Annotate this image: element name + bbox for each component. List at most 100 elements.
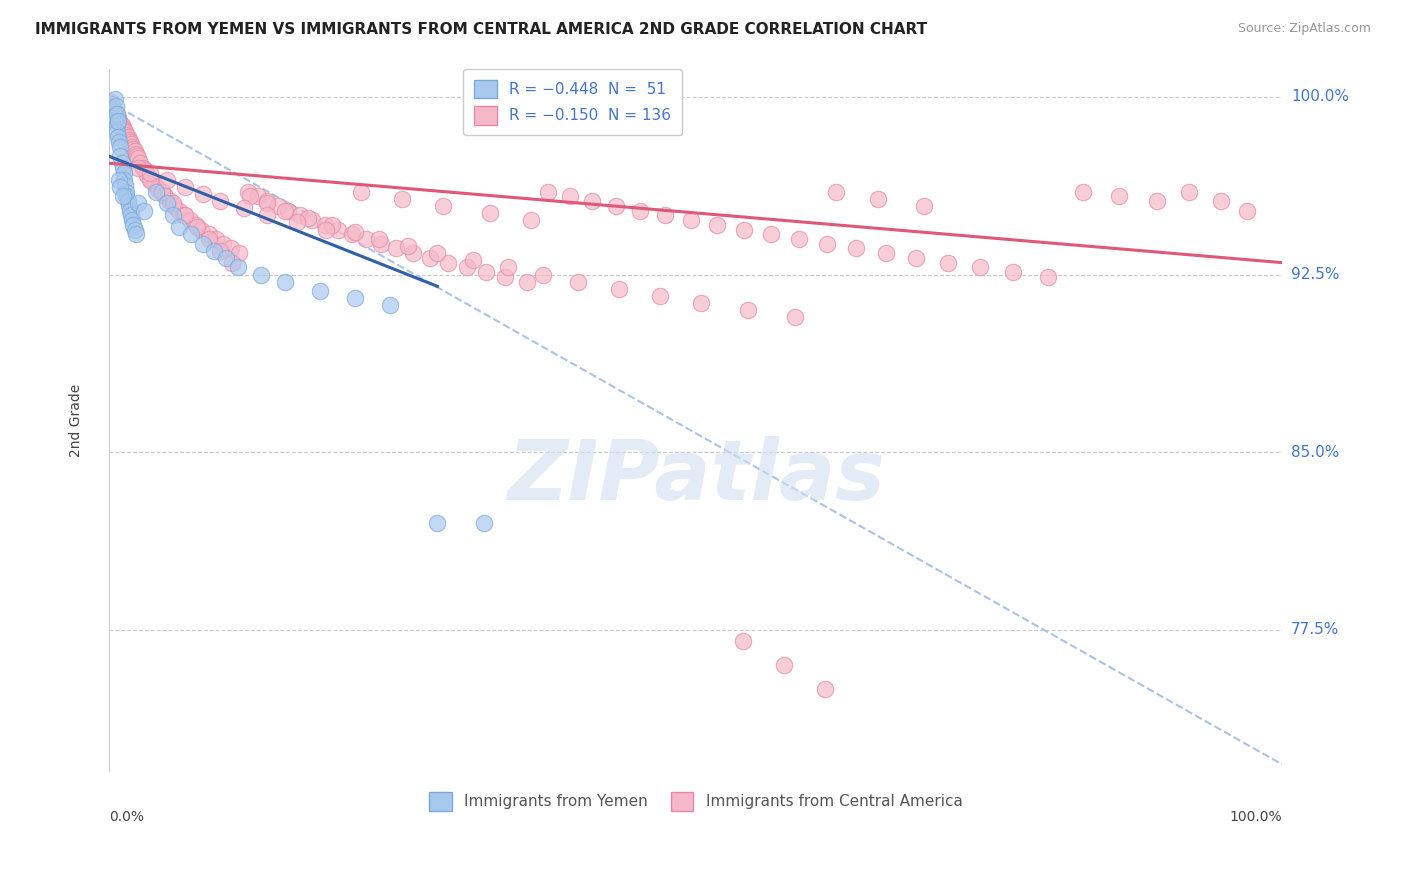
Text: IMMIGRANTS FROM YEMEN VS IMMIGRANTS FROM CENTRAL AMERICA 2ND GRADE CORRELATION C: IMMIGRANTS FROM YEMEN VS IMMIGRANTS FROM… <box>35 22 928 37</box>
Point <box>456 260 478 275</box>
Point <box>314 218 336 232</box>
Point <box>516 275 538 289</box>
Point <box>239 189 262 203</box>
Point <box>690 296 713 310</box>
Point <box>340 227 363 242</box>
Point <box>115 189 138 203</box>
Point <box>115 128 138 142</box>
Point <box>605 199 627 213</box>
Point <box>121 139 143 153</box>
Point <box>121 213 143 227</box>
Point <box>875 246 897 260</box>
Point <box>1001 265 1024 279</box>
Point <box>108 113 131 128</box>
Point <box>367 232 389 246</box>
Point <box>110 116 132 130</box>
Point <box>288 208 311 222</box>
Point <box>146 182 169 196</box>
Point <box>125 227 148 242</box>
Point <box>1211 194 1233 208</box>
Point <box>143 178 166 192</box>
Point <box>111 161 134 175</box>
Text: 92.5%: 92.5% <box>1291 267 1340 282</box>
Point <box>385 242 408 256</box>
Point <box>315 222 337 236</box>
Point <box>108 135 131 149</box>
Point <box>101 99 124 113</box>
Point <box>211 236 233 251</box>
Point <box>111 156 134 170</box>
Point <box>654 208 676 222</box>
Point <box>150 185 173 199</box>
Point <box>107 112 129 126</box>
Point <box>132 203 155 218</box>
Point <box>118 135 141 149</box>
Point <box>772 658 794 673</box>
Point <box>321 218 343 232</box>
Point <box>520 213 543 227</box>
Point <box>301 213 323 227</box>
Point <box>114 178 136 192</box>
Point <box>344 291 367 305</box>
Point <box>432 199 454 213</box>
Point <box>186 220 208 235</box>
Point <box>495 269 517 284</box>
Text: ZIPatlas: ZIPatlas <box>506 436 884 516</box>
Point <box>105 125 128 139</box>
Point <box>156 173 179 187</box>
Point <box>184 218 207 232</box>
Point <box>191 186 214 201</box>
Point <box>1071 185 1094 199</box>
Point <box>437 255 460 269</box>
Point <box>127 161 149 175</box>
Point <box>228 246 250 260</box>
Point <box>787 232 810 246</box>
Point <box>267 199 290 213</box>
Point <box>297 211 319 225</box>
Text: 2nd Grade: 2nd Grade <box>69 384 83 457</box>
Point <box>103 102 125 116</box>
Text: 100.0%: 100.0% <box>1230 810 1282 824</box>
Point <box>396 239 419 253</box>
Point <box>402 246 425 260</box>
Point <box>108 173 131 187</box>
Point <box>118 199 141 213</box>
Point <box>110 139 132 153</box>
Point <box>103 106 125 120</box>
Point <box>354 232 377 246</box>
Point <box>105 109 128 123</box>
Point <box>380 298 402 312</box>
Point <box>426 246 449 260</box>
Point <box>139 166 162 180</box>
Point <box>461 253 484 268</box>
Point <box>150 185 173 199</box>
Point <box>226 260 249 275</box>
Point <box>277 203 299 218</box>
Point <box>101 102 124 116</box>
Point <box>129 156 152 170</box>
Point <box>344 225 367 239</box>
Point <box>179 213 201 227</box>
Point <box>162 208 184 222</box>
Point <box>107 130 129 145</box>
Point <box>650 289 672 303</box>
Point <box>581 194 603 208</box>
Point <box>139 173 162 187</box>
Point <box>1108 189 1130 203</box>
Point <box>274 203 297 218</box>
Point <box>567 275 589 289</box>
Point <box>100 97 122 112</box>
Point <box>936 255 959 269</box>
Point <box>537 185 560 199</box>
Point <box>110 180 132 194</box>
Point <box>117 194 139 208</box>
Point <box>197 227 219 242</box>
Point <box>118 203 141 218</box>
Point <box>174 180 197 194</box>
Point <box>209 244 232 258</box>
Point <box>737 303 759 318</box>
Point <box>105 119 128 133</box>
Point <box>607 282 630 296</box>
Point <box>107 113 129 128</box>
Point <box>256 194 278 208</box>
